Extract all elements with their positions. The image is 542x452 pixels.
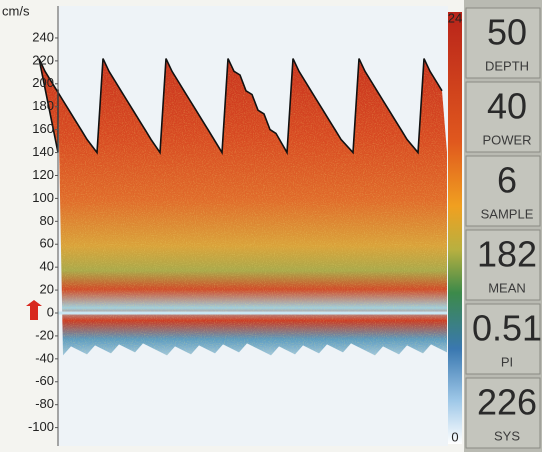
readout-box [465, 229, 541, 301]
y-tick-label: 40 [40, 259, 54, 274]
readout-value: 40 [487, 86, 527, 127]
readout-box [465, 377, 541, 449]
baseline-marker [26, 300, 42, 320]
spectrum-envelope [38, 58, 443, 156]
color-bar-max: 24 [448, 10, 462, 25]
readout-value: 50 [487, 12, 527, 53]
readout-label: MEAN [488, 280, 526, 295]
y-tick-label: 120 [32, 167, 54, 182]
readout-label: DEPTH [485, 58, 529, 73]
readout-box [465, 155, 541, 227]
readout-box [465, 303, 541, 375]
y-tick-label: -40 [35, 350, 54, 365]
readout-value: 6 [497, 160, 517, 201]
y-tick-label: 140 [32, 144, 54, 159]
y-tick-label: 200 [32, 75, 54, 90]
y-tick-label: 60 [40, 236, 54, 251]
spectrum-speckle [39, 58, 447, 356]
y-tick-label: -100 [28, 419, 54, 434]
readout-value: 182 [477, 234, 537, 275]
y-tick-label: -80 [35, 396, 54, 411]
readout-label: PI [501, 354, 513, 369]
color-bar [448, 12, 462, 444]
y-tick-label: 80 [40, 213, 54, 228]
color-bar-min: 0 [451, 429, 458, 444]
readout-box [465, 81, 541, 153]
y-tick-label: 20 [40, 282, 54, 297]
y-tick-label: 160 [32, 121, 54, 136]
readout-label: SAMPLE [481, 206, 534, 221]
y-tick-label: 240 [32, 29, 54, 44]
readout-box [465, 7, 541, 79]
readout-value: 0.51 [472, 308, 542, 349]
spectrum [38, 58, 447, 356]
axis-unit: cm/s [2, 3, 30, 18]
y-tick-label: -20 [35, 327, 54, 342]
y-tick-label: 220 [32, 52, 54, 67]
readout-value: 226 [477, 382, 537, 423]
y-tick-label: 100 [32, 190, 54, 205]
readout-label: POWER [482, 132, 531, 147]
y-tick-label: 180 [32, 98, 54, 113]
y-tick-label: 0 [47, 304, 54, 319]
readout-label: SYS [494, 428, 520, 443]
y-tick-label: -60 [35, 373, 54, 388]
